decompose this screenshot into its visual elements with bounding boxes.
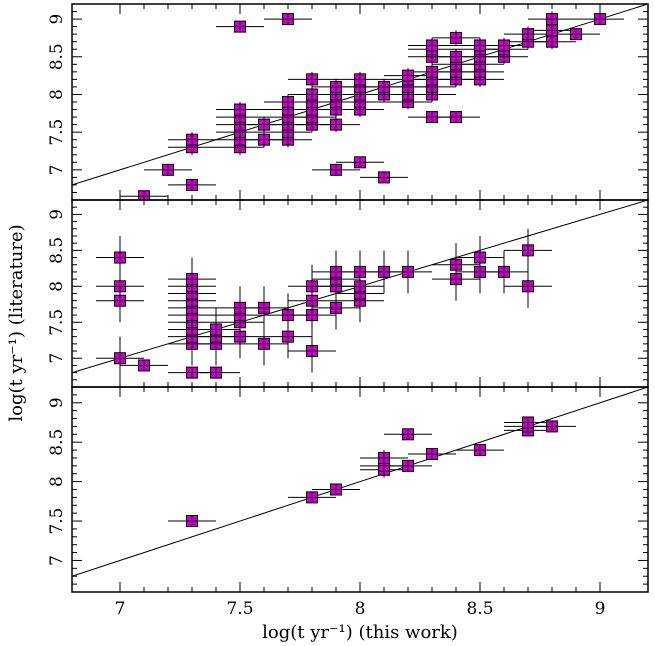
y-tick-label: 7	[47, 353, 67, 364]
y-tick-label: 9	[47, 14, 67, 25]
y-tick-label: 8	[47, 281, 67, 292]
x-tick-labels: 7 7.5 8 8.5 9	[115, 599, 606, 619]
y-tick-label: 7	[47, 555, 67, 566]
y-axis-label: log(t yr⁻¹) (literature)	[6, 224, 27, 421]
y-tick-label: 7.5	[47, 119, 67, 146]
panel-bottom: 7 7.5 8 8.5 9	[47, 386, 649, 593]
y-tick-label: 9	[47, 209, 67, 220]
y-tick-label: 7.5	[47, 309, 67, 336]
panel-middle: 7 7.5 8 8.5 9	[47, 199, 649, 388]
y-tick-label: 8	[47, 89, 67, 100]
x-tick-label: 8	[355, 599, 366, 619]
x-tick-label: 7	[115, 599, 126, 619]
y-tick-label: 9	[47, 397, 67, 408]
markers	[138, 13, 606, 200]
y-tick-label: 8.5	[47, 237, 67, 264]
markers	[114, 244, 534, 379]
x-tick-label: 8.5	[466, 599, 493, 619]
panel-top: 7 7.5 8 8.5 9	[47, 3, 649, 201]
error-bars	[168, 418, 576, 525]
y-tick-label: 8.5	[47, 429, 67, 456]
y-tick-label: 7	[47, 164, 67, 175]
x-axis-label: log(t yr⁻¹) (this work)	[262, 622, 458, 643]
x-tick-label: 9	[595, 599, 606, 619]
x-tick-label: 7.5	[226, 599, 253, 619]
ticks	[72, 200, 648, 387]
ticks	[72, 4, 648, 200]
markers	[186, 416, 558, 528]
y-tick-label: 8	[47, 476, 67, 487]
error-bars	[96, 228, 552, 380]
y-tick-label: 8.5	[47, 43, 67, 70]
ticks	[72, 387, 648, 592]
one-to-one-line	[72, 387, 648, 577]
y-tick-label: 7.5	[47, 508, 67, 535]
